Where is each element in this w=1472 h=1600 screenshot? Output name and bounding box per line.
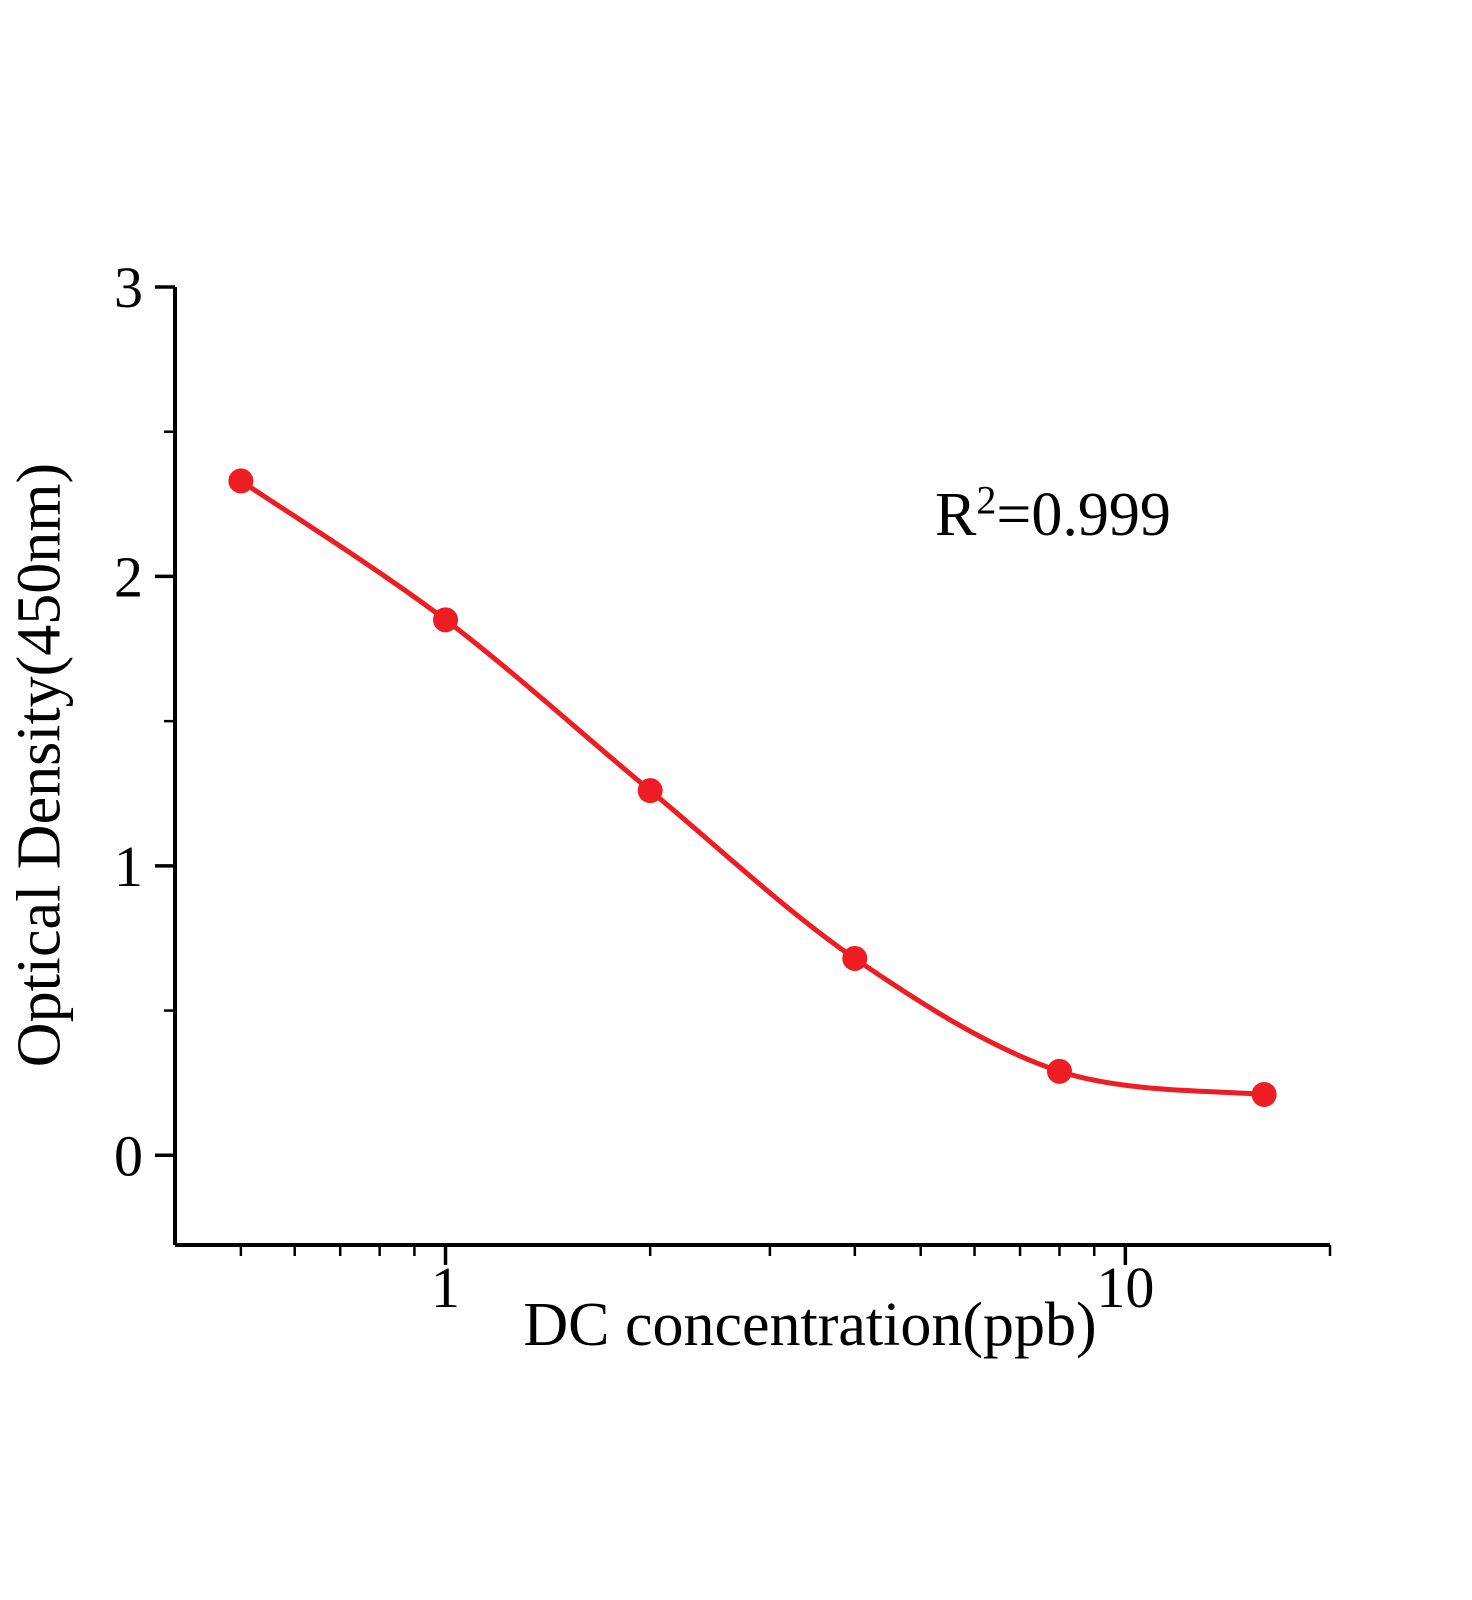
- x-axis-title: DC concentration(ppb): [523, 1291, 1097, 1359]
- y-axis-title: Optical Density(450nm): [5, 462, 74, 1068]
- y-tick-label: 1: [114, 834, 143, 899]
- r-squared-superscript: 2: [976, 477, 997, 523]
- y-tick-label: 2: [114, 544, 143, 609]
- data-point: [1046, 1058, 1072, 1084]
- y-tick-label: 0: [114, 1123, 143, 1188]
- y-tick-label: 3: [114, 255, 143, 320]
- r-squared-value: =0.999: [996, 481, 1171, 549]
- data-point: [228, 468, 254, 494]
- x-tick-label: 10: [1096, 1255, 1154, 1320]
- data-point: [1251, 1081, 1277, 1107]
- data-point: [842, 945, 868, 971]
- x-tick-label: 1: [431, 1255, 460, 1320]
- r-squared-base: R: [935, 481, 977, 549]
- r-squared-annotation: R2=0.999: [935, 480, 1171, 551]
- fit-curve: [238, 478, 1267, 1097]
- data-point: [433, 607, 459, 633]
- data-point: [637, 778, 663, 804]
